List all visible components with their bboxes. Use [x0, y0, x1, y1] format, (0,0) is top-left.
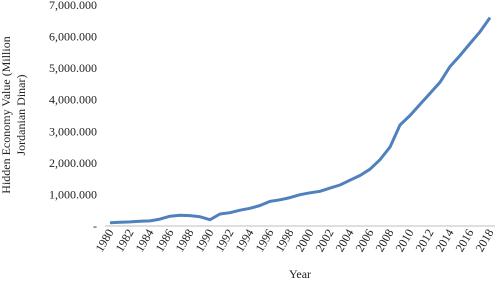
x-tick-label: 2016 [452, 227, 476, 255]
x-tick-label: 2010 [392, 227, 416, 255]
y-tick-label: 1,000.000 [49, 187, 97, 201]
x-tick-label: 2002 [312, 227, 336, 255]
x-tick-label: 2012 [412, 227, 436, 255]
y-tick-label: 7,000.000 [49, 0, 97, 12]
x-tick-label: 1986 [152, 227, 176, 255]
y-tick-label: 6,000.000 [49, 30, 97, 44]
y-tick-label: 3,000.000 [49, 124, 97, 138]
y-axis-title-line: Jordanian Dinar) [14, 75, 28, 156]
x-tick-label: 2006 [352, 227, 376, 255]
data-line [109, 16, 492, 225]
x-tick-label: 1984 [132, 227, 156, 255]
y-tick-label: - [93, 219, 97, 233]
x-tick-label: 1988 [172, 227, 196, 255]
x-tick-label: 1994 [232, 227, 256, 255]
x-tick-label: 1992 [212, 227, 236, 255]
y-tick-label: 5,000.000 [49, 61, 97, 75]
y-tick-label: 2,000.000 [49, 156, 97, 170]
x-tick-label: 2014 [432, 227, 456, 255]
x-tick-label: 1982 [112, 227, 136, 255]
y-tick-label: 4,000.000 [49, 93, 97, 107]
x-tick-label: 1996 [252, 227, 276, 255]
x-tick-label: 2000 [292, 227, 316, 255]
x-tick-label: 2018 [472, 227, 496, 255]
x-tick-label: 2004 [332, 227, 356, 255]
x-tick-label: 2008 [372, 227, 396, 255]
x-tick-label: 1990 [192, 227, 216, 255]
y-axis-title: Hidden Economy Value (Million Jordanian … [0, 36, 28, 193]
y-axis-title-line: Hidden Economy Value (Million [0, 36, 13, 193]
x-tick-label: 1998 [272, 227, 296, 255]
x-axis-title: Year [289, 267, 311, 281]
